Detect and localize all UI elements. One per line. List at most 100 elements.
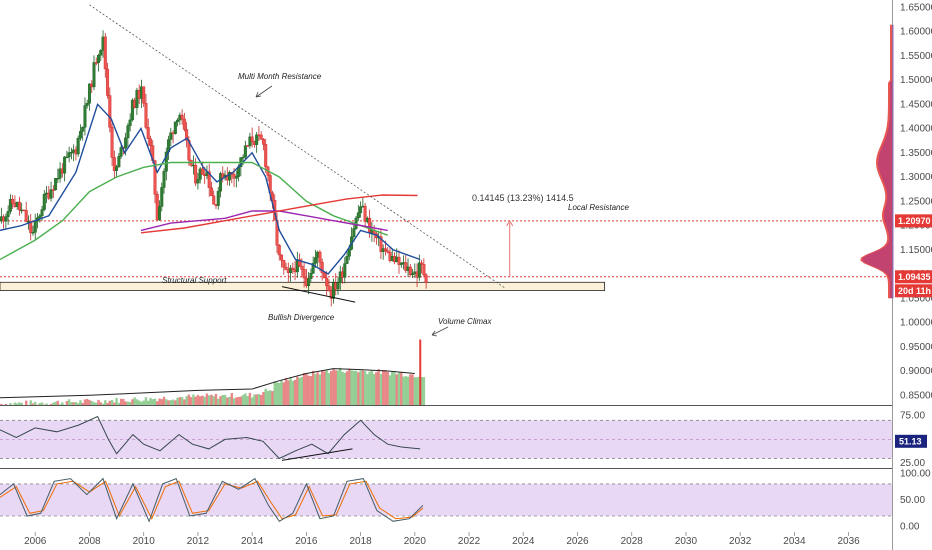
volume-bar [221,394,224,405]
volume-bar [363,371,367,405]
volume-bar [185,396,188,405]
volume-bar [189,397,193,405]
volume-bar [415,377,419,405]
volume-bar [336,370,340,405]
volume-bar [88,399,91,405]
volume-bar [291,380,295,405]
candle-body [92,62,96,88]
price-tick-label: 1.05000 [900,293,932,304]
volume-bar [296,376,299,405]
volume-bar [115,397,118,405]
candle-body [110,127,114,158]
candle-body [250,136,254,142]
volume-bar [76,403,80,405]
rsi-line [0,415,421,460]
candle-body [144,102,148,128]
candle-body [194,164,198,184]
time-tick-label: 2032 [729,536,752,547]
candle-body [232,174,236,179]
volume-bar [90,400,93,405]
time-tick-label: 2034 [783,536,806,547]
volume-bar [210,394,213,405]
candle-body [40,209,44,217]
volume-bar [131,399,134,405]
candle-body [420,262,424,265]
volume-bar [61,402,64,405]
volume-bar [334,370,337,405]
volume-bar [156,401,159,405]
volume-bar [372,373,376,405]
volume-bar [128,402,132,405]
candle-body [219,173,223,192]
candle-body [4,216,8,222]
volume-bar [49,403,53,405]
candle-body [54,178,58,191]
volume-bar [29,400,32,405]
volume-bar [212,396,215,405]
candle-body [85,103,89,106]
candle-body [135,89,139,108]
candle-body [126,125,130,139]
volume-bar [83,399,87,405]
volume-bar [52,402,55,405]
stoch-tick-label: 0.00 [900,522,920,533]
volume-bar [223,394,227,405]
stoch-tick-label: 50.00 [900,495,925,506]
volume-bar [370,370,374,405]
volume-bar [104,400,107,405]
volume-bar [31,403,35,405]
volume-bar [122,398,125,405]
volume-bar [323,371,326,405]
volume-bar [119,398,123,405]
volume-bar [330,370,333,405]
volume-bar [269,390,272,405]
time-tick-label: 2036 [837,536,860,547]
candle-body [424,274,428,283]
volume-bar [314,374,317,405]
volume-bar [311,370,315,405]
volume-bar [95,402,98,405]
candle-body [103,36,107,70]
candle-body [146,127,150,139]
candle-body [347,249,351,257]
candle-body [31,232,35,234]
volume-bar [45,403,48,405]
candle-body [277,244,281,256]
volume-bar [262,391,265,405]
volume-bar [391,372,394,405]
volume-bar [160,399,163,405]
volume-bar [133,397,136,405]
moving-average-line [0,102,421,275]
candle-body [153,160,157,195]
volume-bar [257,394,261,405]
volume-bar [320,370,324,405]
volume-bar [284,377,288,405]
candle-body [6,211,10,217]
horizontal-levels [0,220,892,517]
moving-average-line [140,210,388,232]
volume-bar [327,373,331,405]
volume-bar [280,380,283,405]
volume-climax-bar [419,339,422,405]
volume-bar [4,404,8,405]
stoch-d-line [0,480,424,520]
volume-bar [246,396,249,405]
candle-body [352,228,356,238]
candle-body [307,278,311,286]
candle-body [29,221,33,233]
volume-bar [359,370,362,405]
candle-body [49,189,53,199]
time-tick-label: 2006 [24,536,47,547]
candle-body [411,273,415,276]
volume-bar [393,372,396,405]
candle-body [417,262,421,278]
candle-body [397,256,401,265]
time-tick-label: 2026 [566,536,589,547]
candle-body [24,210,28,222]
time-tick-label: 2024 [512,536,535,547]
volume-bar [110,399,114,405]
volume-bar [386,371,389,405]
